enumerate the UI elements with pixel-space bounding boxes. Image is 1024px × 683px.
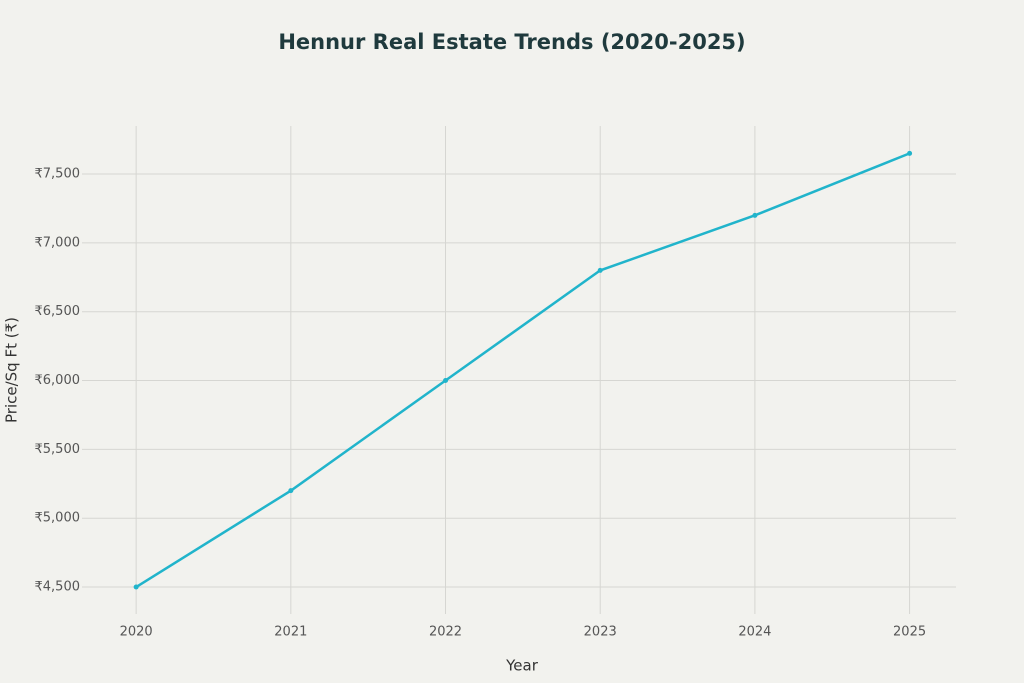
x-tick-label: 2022: [429, 625, 462, 640]
point: [907, 150, 913, 156]
x-tick-label: 2020: [120, 625, 153, 640]
y-tick-label: ₹7,000: [35, 235, 81, 250]
y-tick-label: ₹6,500: [35, 304, 81, 319]
y-tick-label: ₹4,500: [35, 580, 81, 595]
point: [597, 267, 603, 273]
y-axis-label: Price/Sq Ft (₹): [3, 317, 21, 423]
x-tick-label: 2021: [274, 625, 307, 640]
x-tick-label: 2025: [893, 625, 926, 640]
chart-title: Hennur Real Estate Trends (2020-2025): [278, 30, 745, 54]
point: [443, 378, 449, 384]
y-tick-label: ₹6,000: [35, 373, 81, 388]
point: [288, 488, 294, 494]
point: [133, 584, 139, 590]
y-tick-label: ₹5,500: [35, 442, 81, 457]
point: [752, 212, 758, 218]
x-tick-label: 2024: [738, 625, 771, 640]
x-tick-label: 2023: [584, 625, 617, 640]
y-tick-label: ₹7,500: [35, 167, 81, 182]
line: [135, 152, 911, 589]
x-axis-label: Year: [505, 657, 539, 675]
y-tick-label: ₹5,000: [35, 511, 81, 526]
